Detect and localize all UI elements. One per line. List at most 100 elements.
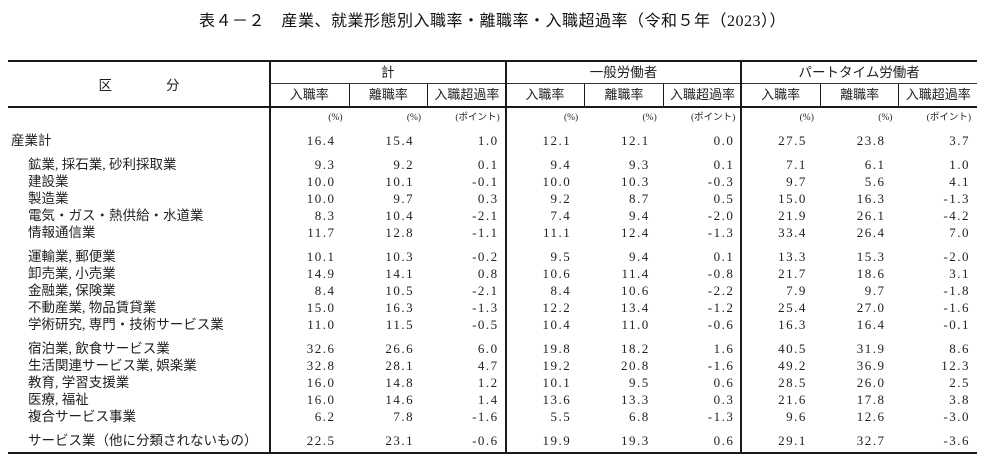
value-cell: 14.9: [306, 266, 336, 281]
value-cell: 8.4: [550, 283, 572, 298]
value-cell: -2.1: [472, 208, 499, 223]
table-row: 医療, 福祉 16.0 14.6 1.4 13.6 13.3 0.3 21.6 17.8 3.8: [8, 391, 977, 408]
value-cell: 16.3: [856, 191, 886, 206]
value-cell: 0.6: [713, 375, 735, 390]
value-cell: 0.3: [713, 392, 735, 407]
value-cell: 18.2: [621, 341, 650, 356]
value-cell: -0.6: [707, 317, 735, 332]
value-cell: 12.3: [941, 358, 970, 373]
table-row: サービス業（他に分類されないもの） 22.5 23.1 -0.6 19.9 19.3 0.6…: [8, 432, 977, 449]
value-cell: 9.3: [629, 157, 650, 172]
value-cell: 3.7: [949, 133, 970, 148]
row-label: 金融業, 保険業: [28, 283, 116, 298]
value-cell: -1.1: [472, 225, 499, 240]
unit-points: (ポイント): [455, 113, 500, 123]
table-row: 産業計 16.4 15.4 1.0 12.1 12.1 0.0 27.5 23.8 3.7: [8, 132, 977, 149]
row-label: 複合サービス事業: [28, 409, 136, 424]
row-label: 学術研究, 専門・技術サービス業: [28, 317, 224, 332]
value-cell: 9.4: [629, 249, 650, 264]
subheader-excess-hire-rate: 入職超過率: [898, 84, 977, 106]
value-cell: 22.5: [306, 433, 336, 448]
value-cell: 12.1: [621, 133, 650, 148]
value-cell: -1.3: [707, 409, 735, 424]
value-cell: 1.6: [713, 341, 735, 356]
value-cell: 10.3: [621, 174, 650, 189]
value-cell: 20.8: [621, 358, 650, 373]
value-cell: -1.3: [943, 191, 970, 206]
table-body: 産業計 16.4 15.4 1.0 12.1 12.1 0.0 27.5 23.8 3.7 鉱業, …: [8, 129, 977, 452]
value-cell: 9.4: [629, 208, 650, 223]
value-cell: 26.1: [856, 208, 886, 223]
value-cell: 9.7: [393, 191, 415, 206]
value-cell: 9.7: [786, 174, 807, 189]
table-row: 生活関連サービス業, 娯楽業 32.8 28.1 4.7 19.2 20.8 -1.6 49.…: [8, 357, 977, 374]
value-cell: 10.1: [385, 174, 415, 189]
value-cell: 4.7: [477, 358, 499, 373]
row-group-gap: [8, 425, 977, 432]
value-cell: 10.6: [542, 266, 572, 281]
value-cell: 23.1: [385, 433, 415, 448]
value-cell: 19.9: [542, 433, 572, 448]
value-cell: 0.5: [713, 191, 735, 206]
value-cell: 10.5: [385, 283, 415, 298]
table-row: 複合サービス事業 6.2 7.8 -1.6 5.5 6.8 -1.3 9.6 12.6 -3.0: [8, 408, 977, 425]
row-label: 生活関連サービス業, 娯楽業: [28, 358, 197, 373]
group-header-total: 計: [270, 62, 506, 84]
unit-percent: (%): [406, 113, 422, 123]
subheader-separation-rate: 離職率: [819, 84, 899, 106]
table-vertical-divider: [740, 62, 742, 452]
value-cell: 10.0: [306, 174, 336, 189]
value-cell: 12.2: [542, 300, 572, 315]
value-cell: 32.6: [306, 341, 336, 356]
table-title: 表４－２ 産業、就業形態別入職率・離職率・入職超過率（令和５年（2023））: [198, 13, 786, 30]
value-cell: 40.5: [778, 341, 807, 356]
subheader-separation-rate: 離職率: [348, 84, 428, 106]
unit-percent: (%): [799, 113, 814, 123]
table-vertical-divider: [505, 62, 507, 452]
value-cell: 19.8: [542, 341, 572, 356]
value-cell: 15.0: [306, 300, 336, 315]
row-label: 電気・ガス・熱供給・水道業: [28, 208, 204, 223]
value-cell: -3.6: [943, 433, 970, 448]
value-cell: 15.0: [778, 191, 807, 206]
unit-percent: (%): [328, 113, 343, 123]
value-cell: 16.0: [306, 375, 336, 390]
value-cell: 15.4: [385, 133, 415, 148]
units-row: (%) (%) (ポイント) (%) (%) (ポイント) (%) (%) (ポ…: [8, 108, 977, 129]
value-cell: 0.3: [477, 191, 499, 206]
value-cell: 33.4: [778, 225, 807, 240]
value-cell: 19.2: [542, 358, 572, 373]
value-cell: 4.1: [949, 174, 970, 189]
value-cell: 14.6: [385, 392, 415, 407]
value-cell: 10.0: [542, 174, 572, 189]
table-row: 金融業, 保険業 8.4 10.5 -2.1 8.4 10.6 -2.2 7.9 9.7 -1.8: [8, 282, 977, 299]
value-cell: -2.0: [943, 249, 970, 264]
value-cell: 21.6: [778, 392, 807, 407]
row-label: 鉱業, 採石業, 砂利採取業: [28, 157, 177, 172]
value-cell: 11.1: [542, 225, 572, 240]
value-cell: 25.4: [778, 300, 807, 315]
value-cell: 12.6: [856, 409, 886, 424]
value-cell: -1.3: [707, 225, 735, 240]
table-row: 鉱業, 採石業, 砂利採取業 9.3 9.2 0.1 9.4 9.3 0.1 7.1 6.1 1.…: [8, 156, 977, 173]
unit-percent: (%): [878, 113, 893, 123]
value-cell: 8.3: [314, 208, 336, 223]
value-cell: -1.6: [707, 358, 735, 373]
value-cell: 9.3: [314, 157, 336, 172]
value-cell: 2.5: [949, 375, 970, 390]
value-cell: 6.2: [314, 409, 336, 424]
table-row: 建設業 10.0 10.1 -0.1 10.0 10.3 -0.3 9.7 5.6 4.1: [8, 173, 977, 190]
subheader-excess-hire-rate: 入職超過率: [662, 84, 742, 106]
subheader-hire-rate: 入職率: [525, 87, 565, 102]
value-cell: 7.1: [786, 157, 807, 172]
value-cell: 7.9: [786, 283, 807, 298]
row-group-gap: [8, 149, 977, 156]
value-cell: 10.6: [621, 283, 650, 298]
value-cell: 1.0: [949, 157, 970, 172]
value-cell: 10.1: [542, 375, 572, 390]
row-label: 情報通信業: [28, 225, 96, 240]
value-cell: -0.1: [472, 174, 499, 189]
table-row: 宿泊業, 飲食サービス業 32.6 26.6 6.0 19.8 18.2 1.6 40.5 31…: [8, 340, 977, 357]
group-header-parttime-workers: パートタイム労働者: [741, 62, 977, 84]
